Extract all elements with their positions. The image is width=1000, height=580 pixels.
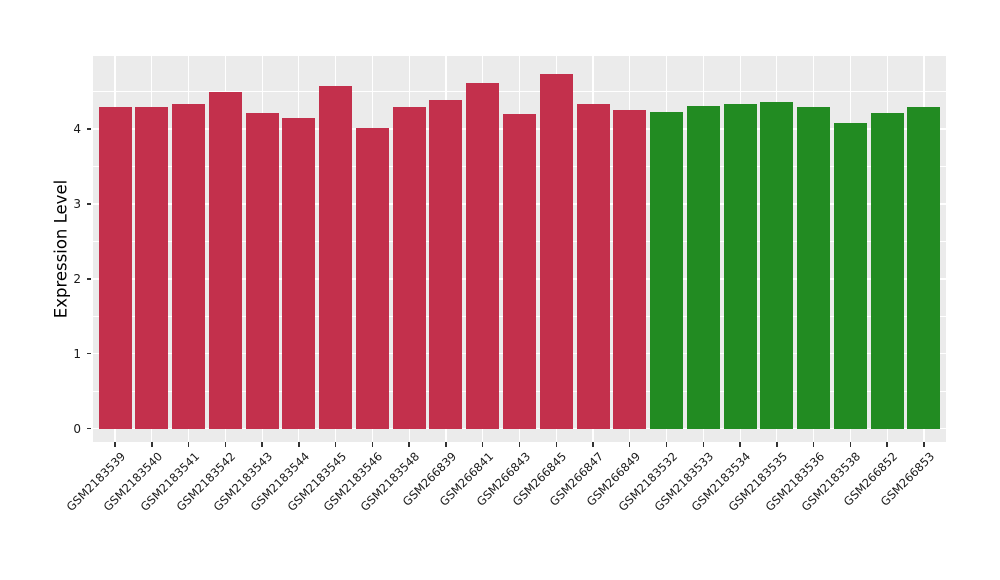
x-tick-mark	[923, 442, 925, 447]
bar-GSM2183544	[282, 117, 316, 429]
bar-GSM266841	[466, 83, 500, 429]
bar-GSM266843	[503, 114, 536, 429]
bar-GSM266847	[576, 104, 610, 429]
bar-GSM2183534	[723, 104, 757, 429]
bar-GSM2183538	[833, 123, 867, 429]
bar-GSM2183536	[797, 106, 831, 429]
bar-GSM2183548	[392, 107, 426, 429]
x-tick-mark	[298, 442, 300, 447]
bar-GSM2183532	[650, 111, 684, 429]
y-tick-label: 3	[73, 197, 81, 211]
y-tick-mark	[87, 353, 91, 355]
x-tick-mark	[445, 442, 447, 447]
bar-GSM2183535	[760, 102, 794, 429]
plot-panel	[93, 56, 946, 442]
x-tick-mark	[776, 442, 778, 447]
x-tick-mark	[702, 442, 705, 447]
y-tick-label: 4	[73, 122, 81, 137]
x-tick-mark	[261, 442, 263, 447]
x-tick-mark	[408, 442, 410, 447]
bar-GSM2183545	[319, 86, 353, 429]
bar-GSM2183542	[208, 91, 242, 429]
x-tick-mark	[114, 442, 116, 447]
x-tick-mark	[151, 442, 153, 447]
x-tick-mark	[812, 442, 815, 447]
bar-GSM2183540	[135, 106, 169, 429]
x-tick-mark	[886, 442, 888, 447]
x-tick-mark	[629, 442, 631, 447]
x-tick-mark	[555, 442, 557, 447]
bar-GSM2183533	[686, 105, 720, 429]
x-tick-mark	[592, 442, 594, 447]
bar-GSM2183539	[98, 106, 132, 429]
y-tick-mark	[87, 203, 91, 205]
x-tick-mark	[739, 442, 741, 447]
bar-GSM266852	[870, 113, 904, 429]
bar-GSM2183543	[245, 112, 279, 429]
x-tick-mark	[849, 442, 852, 447]
x-tick-mark	[371, 442, 374, 447]
bar-GSM266839	[429, 99, 463, 429]
bar-GSM2183541	[172, 103, 206, 429]
bar-GSM2183546	[355, 128, 389, 429]
y-tick-label: 2	[73, 271, 81, 286]
bar-GSM266853	[907, 107, 941, 429]
bar-GSM266849	[613, 109, 647, 429]
y-tick-mark	[87, 128, 91, 130]
bar-GSM266845	[539, 73, 573, 429]
x-tick-mark	[482, 442, 484, 447]
x-tick-mark	[665, 442, 668, 447]
x-tick-mark	[224, 442, 227, 447]
x-tick-mark	[187, 442, 190, 447]
y-tick-mark	[87, 428, 91, 430]
y-tick-label: 1	[73, 346, 81, 361]
x-tick-mark	[518, 442, 521, 447]
x-tick-mark	[334, 442, 337, 447]
y-tick-mark	[87, 278, 91, 280]
y-tick-label: 0	[73, 421, 81, 436]
